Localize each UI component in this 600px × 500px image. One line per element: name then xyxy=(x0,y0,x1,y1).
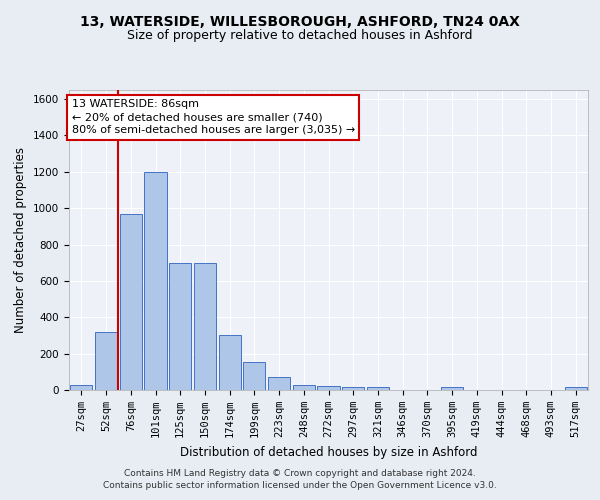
Bar xyxy=(95,332,117,390)
X-axis label: Distribution of detached houses by size in Ashford: Distribution of detached houses by size … xyxy=(180,446,477,458)
Bar xyxy=(441,388,463,390)
Y-axis label: Number of detached properties: Number of detached properties xyxy=(14,147,28,333)
Bar xyxy=(317,386,340,390)
Bar xyxy=(194,262,216,390)
Bar xyxy=(169,262,191,390)
Text: 13, WATERSIDE, WILLESBOROUGH, ASHFORD, TN24 0AX: 13, WATERSIDE, WILLESBOROUGH, ASHFORD, T… xyxy=(80,16,520,30)
Text: Contains HM Land Registry data © Crown copyright and database right 2024.: Contains HM Land Registry data © Crown c… xyxy=(124,470,476,478)
Text: 13 WATERSIDE: 86sqm
← 20% of detached houses are smaller (740)
80% of semi-detac: 13 WATERSIDE: 86sqm ← 20% of detached ho… xyxy=(71,99,355,136)
Bar xyxy=(218,334,241,390)
Bar xyxy=(367,388,389,390)
Bar xyxy=(243,362,265,390)
Bar xyxy=(342,388,364,390)
Bar xyxy=(268,378,290,390)
Text: Size of property relative to detached houses in Ashford: Size of property relative to detached ho… xyxy=(127,28,473,42)
Bar xyxy=(145,172,167,390)
Bar xyxy=(293,384,315,390)
Bar xyxy=(565,388,587,390)
Bar xyxy=(70,384,92,390)
Bar xyxy=(119,214,142,390)
Text: Contains public sector information licensed under the Open Government Licence v3: Contains public sector information licen… xyxy=(103,480,497,490)
